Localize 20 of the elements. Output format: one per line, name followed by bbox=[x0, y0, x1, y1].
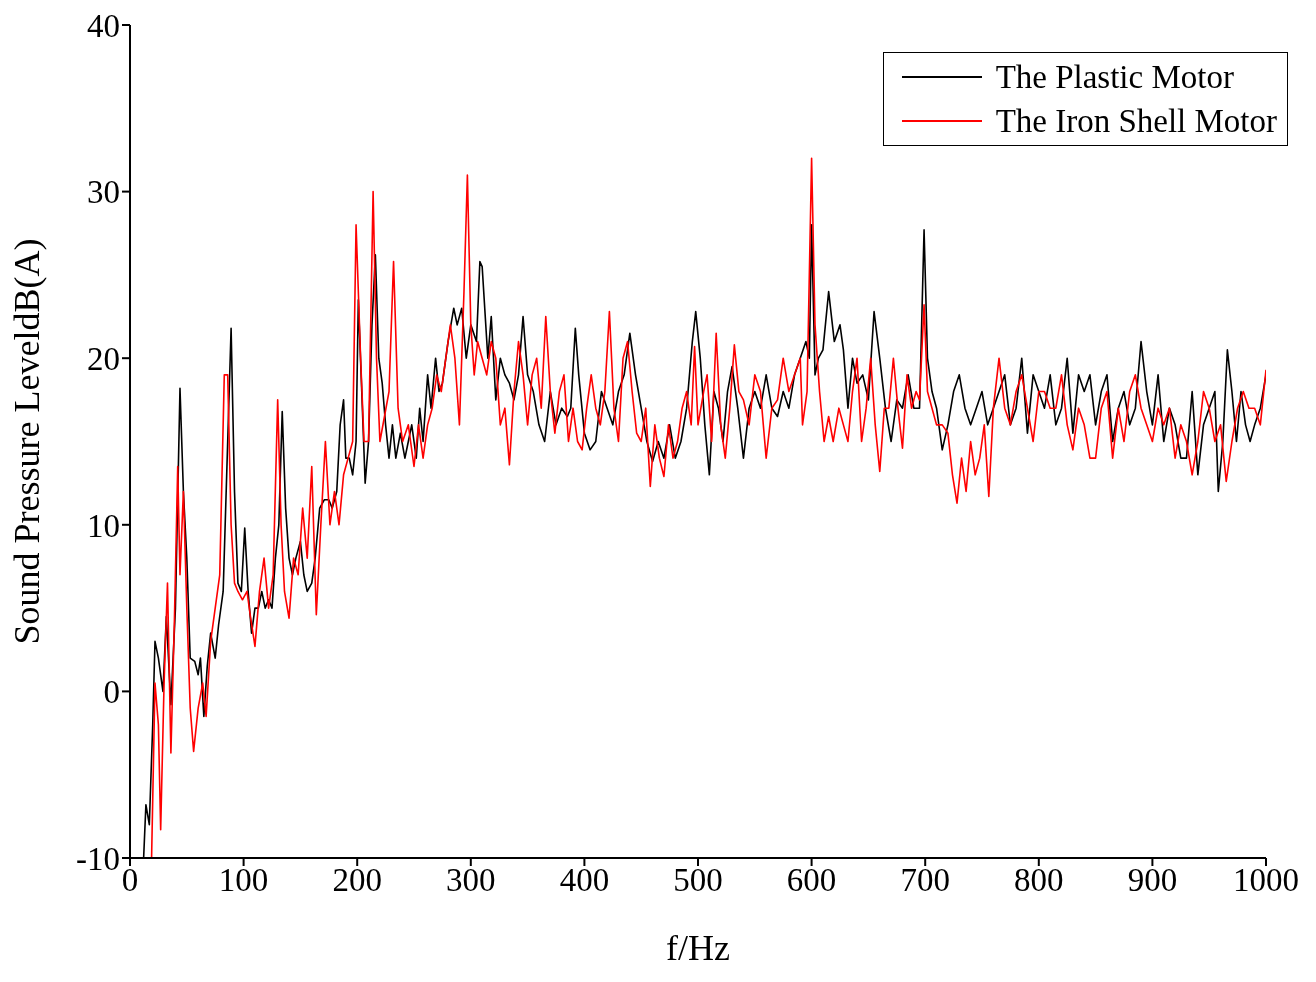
x-tick-label: 500 bbox=[673, 862, 723, 899]
x-tick-label: 200 bbox=[332, 862, 382, 899]
y-tick-label: 10 bbox=[87, 507, 120, 544]
x-tick-label: 100 bbox=[218, 862, 269, 899]
x-tick-label: 900 bbox=[1127, 862, 1178, 899]
x-tick-label: 1000 bbox=[1233, 862, 1299, 899]
x-tick-label: 400 bbox=[559, 862, 610, 899]
y-axis-title: Sound Pressure LeveldB(A) bbox=[6, 238, 47, 645]
x-tick-label: 700 bbox=[900, 862, 950, 899]
x-tick-label: 300 bbox=[446, 862, 496, 899]
y-tick-label: 30 bbox=[87, 174, 120, 211]
legend-label: The Iron Shell Motor bbox=[995, 102, 1277, 140]
y-tick-label: -10 bbox=[76, 840, 120, 877]
y-tick-label: 20 bbox=[87, 340, 120, 377]
y-tick-label: 40 bbox=[87, 7, 120, 44]
x-axis-title: f/Hz bbox=[666, 928, 730, 968]
x-tick-label: 600 bbox=[786, 862, 837, 899]
y-tick-label: 0 bbox=[103, 674, 120, 711]
legend-label: The Plastic Motor bbox=[995, 58, 1234, 96]
x-tick-label: 800 bbox=[1014, 862, 1064, 899]
